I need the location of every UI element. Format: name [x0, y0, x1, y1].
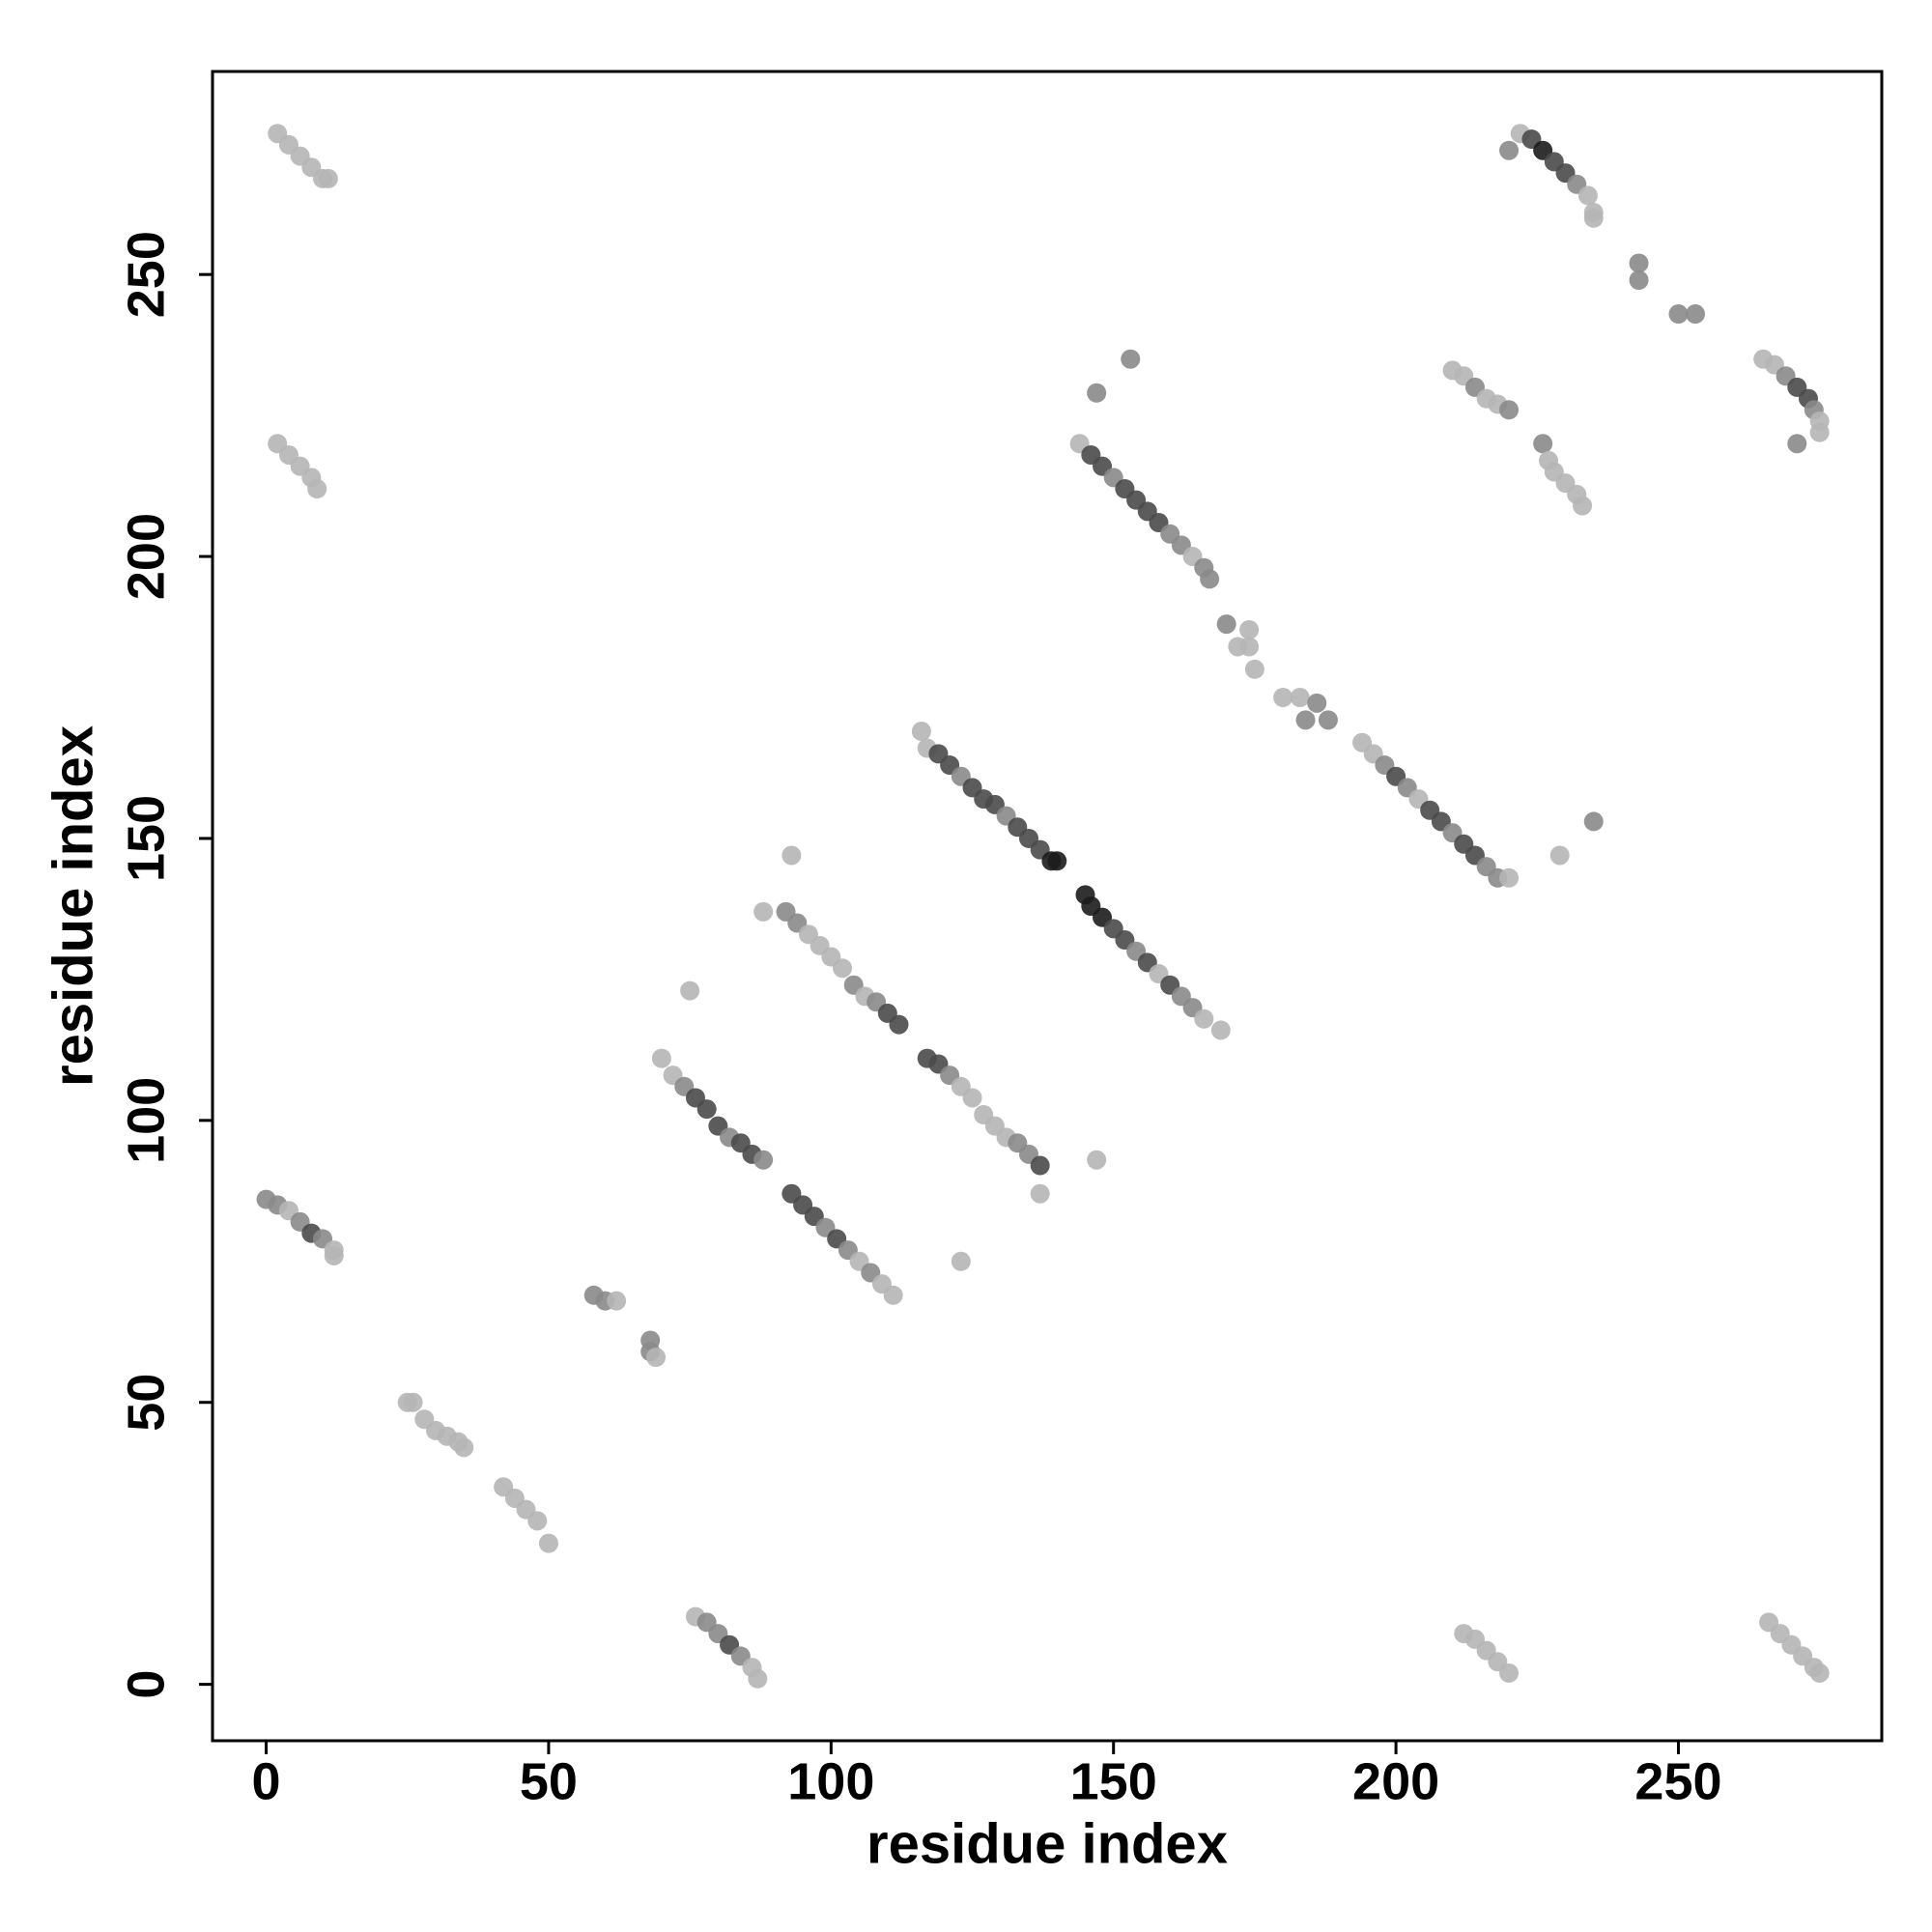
y-tick-label: 0	[117, 1670, 175, 1699]
point	[1809, 422, 1830, 442]
x-tick-label: 0	[252, 1752, 281, 1810]
point	[781, 845, 802, 866]
point	[680, 980, 700, 1001]
point	[1499, 140, 1520, 160]
point	[1239, 637, 1260, 657]
point	[1583, 811, 1604, 832]
point	[1629, 253, 1649, 273]
point	[1030, 1155, 1050, 1176]
point	[833, 958, 853, 979]
point	[951, 1251, 971, 1271]
point	[889, 1014, 909, 1035]
point	[1200, 569, 1220, 589]
point	[1121, 349, 1141, 369]
point	[1239, 619, 1260, 639]
y-tick-label: 250	[117, 231, 175, 318]
plot-frame	[211, 70, 1884, 1743]
point	[1499, 867, 1520, 888]
x-tick-label: 200	[1352, 1752, 1439, 1810]
point	[883, 1285, 903, 1305]
point	[454, 1437, 474, 1458]
y-tick-label: 200	[117, 513, 175, 600]
point	[1244, 659, 1264, 679]
point	[1290, 688, 1310, 707]
point	[1583, 208, 1604, 228]
point	[1087, 1150, 1107, 1170]
point	[1686, 304, 1706, 325]
point	[324, 1245, 344, 1265]
point	[403, 1392, 423, 1412]
point	[1499, 400, 1520, 420]
point	[1573, 496, 1593, 516]
x-tick-label: 50	[520, 1752, 578, 1810]
point	[696, 1099, 717, 1120]
point	[1307, 693, 1327, 713]
point	[1194, 1009, 1214, 1029]
point	[1577, 185, 1598, 206]
point	[527, 1511, 548, 1531]
point	[1499, 1662, 1520, 1683]
point	[1629, 270, 1649, 290]
point	[1273, 688, 1293, 707]
x-axis-label: residue index	[867, 1812, 1228, 1875]
point	[1047, 851, 1067, 871]
point	[651, 1048, 671, 1068]
x-tick-label: 150	[1070, 1752, 1157, 1810]
point	[1216, 614, 1236, 635]
point	[1533, 434, 1553, 454]
point	[911, 722, 931, 742]
point	[1668, 304, 1689, 325]
point	[1787, 434, 1807, 454]
point	[748, 1668, 768, 1689]
point	[318, 168, 338, 188]
point	[646, 1348, 667, 1368]
point	[538, 1533, 558, 1553]
point	[1210, 1020, 1231, 1040]
point	[607, 1291, 627, 1311]
point	[1030, 1183, 1050, 1204]
point	[1318, 710, 1338, 730]
y-tick-label: 100	[117, 1077, 175, 1164]
point	[1549, 845, 1570, 866]
point	[307, 479, 327, 498]
point	[1295, 710, 1316, 730]
point	[753, 901, 774, 922]
y-tick-label: 50	[117, 1374, 175, 1432]
x-tick-label: 100	[787, 1752, 874, 1810]
y-tick-label: 150	[117, 795, 175, 882]
point	[753, 1150, 774, 1170]
point	[1087, 383, 1107, 403]
y-axis-label: residue index	[42, 725, 104, 1087]
point	[1809, 1662, 1830, 1683]
point	[962, 1088, 982, 1108]
x-tick-label: 250	[1634, 1752, 1721, 1810]
